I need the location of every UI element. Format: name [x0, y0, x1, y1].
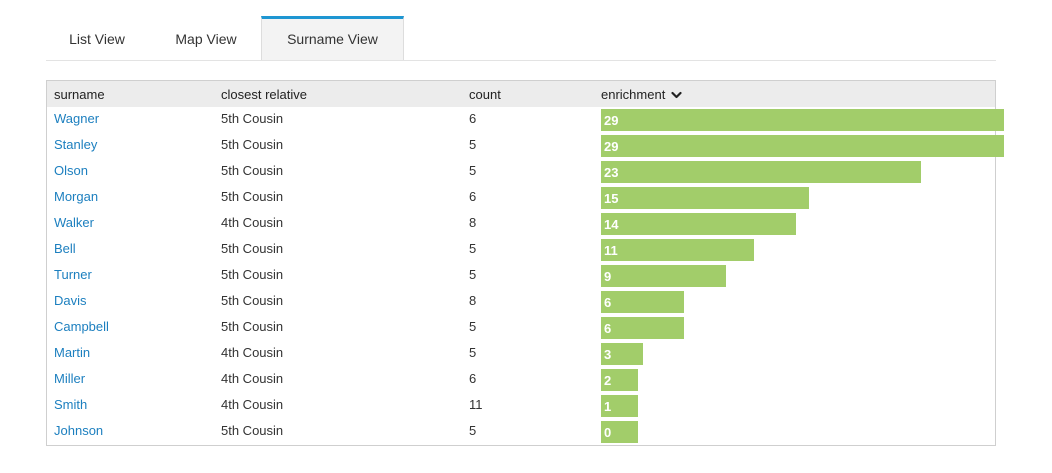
- header-closest-relative[interactable]: closest relative: [221, 87, 307, 102]
- enrichment-bar: 3: [601, 343, 643, 365]
- enrichment-value: 0: [604, 425, 612, 440]
- enrichment-bar: 29: [601, 109, 1004, 131]
- enrichment-bar: 29: [601, 135, 1004, 157]
- header-count[interactable]: count: [469, 87, 501, 102]
- count-cell: 5: [469, 345, 477, 360]
- closest-relative-cell: 5th Cousin: [221, 267, 284, 282]
- surname-link[interactable]: Johnson: [54, 423, 104, 438]
- surname-link[interactable]: Walker: [54, 215, 94, 230]
- table-row: Turner 5th Cousin 5 9: [47, 263, 995, 289]
- header-surname[interactable]: surname: [54, 87, 105, 102]
- closest-relative-cell: 4th Cousin: [221, 215, 284, 230]
- surname-link[interactable]: Morgan: [54, 189, 99, 204]
- enrichment-value: 6: [604, 321, 612, 336]
- tab-map-view[interactable]: Map View: [175, 31, 237, 47]
- enrichment-bar: 9: [601, 265, 726, 287]
- count-cell: 5: [469, 423, 477, 438]
- closest-relative-cell: 5th Cousin: [221, 423, 284, 438]
- surname-link[interactable]: Olson: [54, 163, 88, 178]
- surname-link[interactable]: Turner: [54, 267, 92, 282]
- table-row: Martin 4th Cousin 5 3: [47, 341, 995, 367]
- count-cell: 5: [469, 241, 477, 256]
- closest-relative-cell: 5th Cousin: [221, 189, 284, 204]
- surname-link[interactable]: Bell: [54, 241, 76, 256]
- enrichment-value: 15: [604, 191, 619, 206]
- count-cell: 11: [469, 397, 483, 412]
- enrichment-value: 3: [604, 347, 612, 362]
- chevron-down-icon: [671, 82, 682, 109]
- closest-relative-cell: 4th Cousin: [221, 397, 284, 412]
- closest-relative-cell: 5th Cousin: [221, 241, 284, 256]
- table-row: Campbell 5th Cousin 5 6: [47, 315, 995, 341]
- closest-relative-cell: 5th Cousin: [221, 319, 284, 334]
- enrichment-value: 29: [604, 113, 619, 128]
- surname-link[interactable]: Martin: [54, 345, 91, 360]
- enrichment-bar: 23: [601, 161, 921, 183]
- view-tabs: List View Map View Surname View: [46, 16, 996, 61]
- enrichment-value: 11: [604, 243, 618, 258]
- surname-link[interactable]: Smith: [54, 397, 88, 412]
- table-row: Johnson 5th Cousin 5 0: [47, 419, 995, 445]
- count-cell: 8: [469, 215, 477, 230]
- table-row: Miller 4th Cousin 6 2: [47, 367, 995, 393]
- table-row: Smith 4th Cousin 11 1: [47, 393, 995, 419]
- enrichment-bar: 1: [601, 395, 638, 417]
- enrichment-bar: 0: [601, 421, 638, 443]
- surname-link[interactable]: Stanley: [54, 137, 98, 152]
- enrichment-bar: 2: [601, 369, 638, 391]
- count-cell: 5: [469, 319, 477, 334]
- tab-list-view[interactable]: List View: [69, 31, 125, 47]
- closest-relative-cell: 5th Cousin: [221, 293, 284, 308]
- surname-link[interactable]: Campbell: [54, 319, 109, 334]
- count-cell: 6: [469, 111, 477, 126]
- surname-link[interactable]: Wagner: [54, 111, 100, 126]
- enrichment-bar: 14: [601, 213, 796, 235]
- enrichment-bar: 6: [601, 291, 684, 313]
- closest-relative-cell: 5th Cousin: [221, 163, 284, 178]
- header-enrichment[interactable]: enrichment: [601, 81, 682, 107]
- count-cell: 6: [469, 371, 477, 386]
- enrichment-value: 9: [604, 269, 612, 284]
- table-row: Morgan 5th Cousin 6 15: [47, 185, 995, 211]
- closest-relative-cell: 4th Cousin: [221, 345, 284, 360]
- enrichment-value: 1: [604, 399, 612, 414]
- table-row: Olson 5th Cousin 5 23: [47, 159, 995, 185]
- table-row: Stanley 5th Cousin 5 29: [47, 133, 1004, 159]
- header-enrichment-label: enrichment: [601, 87, 666, 102]
- enrichment-bar: 11: [601, 239, 754, 261]
- table-row: Wagner 5th Cousin 6 29: [47, 107, 1004, 133]
- table-row: Walker 4th Cousin 8 14: [47, 211, 995, 237]
- surname-link[interactable]: Davis: [54, 293, 87, 308]
- count-cell: 5: [469, 137, 477, 152]
- enrichment-value: 2: [604, 373, 612, 388]
- surname-link[interactable]: Miller: [54, 371, 86, 386]
- table-header: surname closest relative count enrichmen…: [47, 81, 995, 107]
- enrichment-value: 6: [604, 295, 612, 310]
- surname-table: surname closest relative count enrichmen…: [46, 80, 1004, 446]
- count-cell: 6: [469, 189, 477, 204]
- enrichment-bar: 15: [601, 187, 809, 209]
- count-cell: 5: [469, 163, 477, 178]
- enrichment-bar: 6: [601, 317, 684, 339]
- table-row: Bell 5th Cousin 5 11: [47, 237, 995, 263]
- tab-surname-view[interactable]: Surname View: [261, 16, 404, 60]
- closest-relative-cell: 5th Cousin: [221, 137, 284, 152]
- table-row: Davis 5th Cousin 8 6: [47, 289, 995, 315]
- count-cell: 8: [469, 293, 477, 308]
- enrichment-value: 23: [604, 165, 619, 180]
- enrichment-value: 14: [604, 217, 619, 232]
- closest-relative-cell: 4th Cousin: [221, 371, 284, 386]
- enrichment-value: 29: [604, 139, 619, 154]
- count-cell: 5: [469, 267, 477, 282]
- closest-relative-cell: 5th Cousin: [221, 111, 284, 126]
